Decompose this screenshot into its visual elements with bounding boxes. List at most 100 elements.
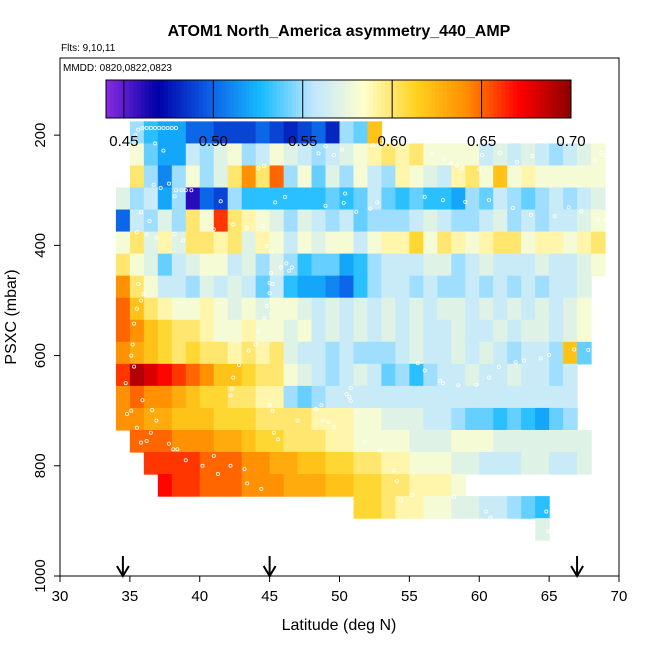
heatmap-cell	[185, 121, 201, 145]
heatmap-cell	[507, 231, 522, 255]
heatmap-cell	[297, 429, 313, 453]
x-tick-label: 40	[191, 588, 208, 605]
heatmap-cell	[129, 407, 145, 431]
heatmap-cell	[115, 253, 131, 277]
heatmap-cell	[213, 452, 229, 475]
sample-point	[172, 194, 177, 199]
colorbar-segment	[109, 80, 115, 118]
colorbar-segment	[516, 80, 522, 118]
heatmap-cell	[423, 165, 438, 189]
heatmap-cell	[227, 429, 243, 453]
heatmap-cell	[367, 474, 383, 497]
heatmap-cell	[409, 452, 424, 475]
heatmap-cell	[213, 363, 229, 387]
sample-point	[144, 232, 149, 237]
heatmap-cell	[241, 363, 257, 387]
heatmap-cell	[185, 452, 201, 475]
heatmap-cell	[535, 407, 550, 431]
heatmap-cell	[227, 121, 243, 145]
heatmap-cell	[395, 385, 410, 409]
heatmap-cell	[367, 143, 383, 167]
heatmap-cell	[507, 297, 522, 321]
heatmap-cell	[465, 209, 480, 233]
heatmap-cell	[381, 474, 396, 497]
heatmap-cell	[185, 429, 201, 453]
heatmap-cell	[563, 407, 578, 431]
heatmap-cell	[157, 452, 173, 475]
heatmap-cell	[549, 253, 564, 277]
sample-point	[264, 243, 269, 248]
heatmap-cell	[171, 407, 187, 431]
heatmap-cell	[297, 165, 313, 189]
heatmap-cell	[423, 231, 438, 255]
sample-point	[133, 133, 138, 138]
heatmap-cell	[185, 253, 201, 277]
heatmap-cell	[381, 363, 396, 387]
heatmap-cell	[227, 275, 243, 299]
heatmap-cell	[241, 231, 257, 255]
sample-point	[158, 186, 163, 191]
sample-point	[376, 143, 381, 148]
heatmap-cell	[507, 165, 522, 189]
heatmap-cell	[157, 474, 173, 497]
heatmap-cell	[297, 143, 313, 167]
sample-point	[189, 188, 194, 193]
heatmap-cell	[535, 209, 550, 233]
sample-point	[344, 392, 349, 397]
heatmap-cell	[521, 452, 536, 475]
heatmap-cell	[283, 452, 299, 475]
heatmap-cell	[241, 253, 257, 277]
heatmap-cell	[409, 143, 424, 167]
heatmap-cell	[297, 363, 313, 387]
sample-point	[456, 383, 461, 388]
sample-point	[154, 235, 159, 240]
heatmap-cell	[171, 385, 187, 409]
heatmap-cell	[297, 253, 313, 277]
heatmap-cell	[297, 341, 313, 365]
sample-point	[173, 188, 178, 193]
heatmap-cell	[479, 231, 494, 255]
heatmap-cell	[297, 187, 313, 211]
heatmap-cell	[227, 474, 243, 497]
sample-point	[375, 200, 380, 205]
sample-point	[394, 479, 399, 484]
sample-point	[487, 198, 492, 203]
heatmap-cell	[409, 496, 424, 519]
heatmap-cell	[269, 319, 285, 343]
colorbar-segment	[148, 80, 153, 118]
heatmap-cell	[465, 319, 480, 343]
colorbar-segment	[346, 80, 351, 118]
heatmap-cell	[507, 429, 522, 453]
heatmap-cell	[269, 297, 285, 321]
heatmap-cell	[367, 275, 383, 299]
heatmap-cell	[143, 165, 159, 189]
heatmap-cell	[185, 143, 201, 167]
heatmap-cell	[367, 209, 383, 233]
sample-point	[398, 497, 403, 502]
x-tick-label: 55	[401, 588, 418, 605]
heatmap-cell	[353, 407, 369, 431]
heatmap-cell	[451, 385, 466, 409]
heatmap-cell	[437, 363, 452, 387]
heatmap-cell	[577, 187, 592, 211]
colorbar-segment	[268, 80, 274, 118]
colorbar-segment	[462, 80, 467, 118]
y-axis-label: PSXC (mbar)	[3, 269, 20, 364]
heatmap-cell	[535, 363, 550, 387]
sample-point	[593, 157, 598, 162]
heatmap-cell	[297, 407, 313, 431]
sample-point	[282, 194, 287, 199]
heatmap-cell	[353, 363, 369, 387]
heatmap-cell	[479, 143, 494, 167]
heatmap-cell	[465, 385, 480, 409]
heatmap-cell	[535, 341, 550, 365]
heatmap-cell	[213, 429, 229, 453]
heatmap-cell	[367, 363, 383, 387]
sample-point	[183, 458, 188, 463]
heatmap-cell	[409, 231, 424, 255]
heatmap-cell	[451, 363, 466, 387]
heatmap-cell	[339, 209, 355, 233]
sample-point	[245, 481, 250, 486]
heatmap-cell	[255, 121, 271, 145]
